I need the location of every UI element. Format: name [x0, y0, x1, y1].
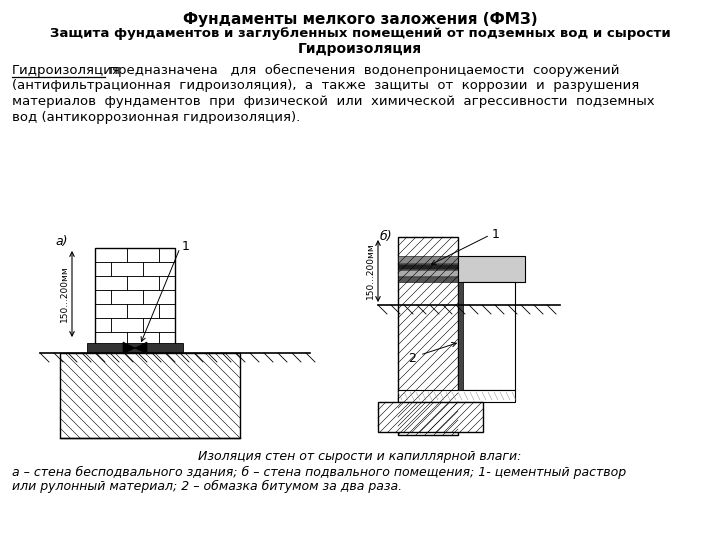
Text: а – стена бесподвального здания; б – стена подвального помещения; 1- цементный р: а – стена бесподвального здания; б – сте… — [12, 466, 626, 479]
Text: б): б) — [380, 230, 392, 243]
Text: 150...200мм: 150...200мм — [366, 242, 375, 299]
Bar — [127, 304, 159, 318]
Bar — [159, 332, 175, 346]
Bar — [127, 248, 159, 262]
Bar — [95, 248, 175, 348]
Bar — [462, 282, 515, 390]
Bar — [159, 304, 175, 318]
Bar — [143, 318, 175, 332]
Bar — [159, 248, 175, 262]
Bar — [398, 264, 525, 269]
Bar — [380, 404, 481, 430]
Bar — [95, 262, 111, 276]
Bar — [111, 318, 143, 332]
Bar — [458, 282, 463, 390]
Text: материалов  фундаментов  при  физической  или  химической  агрессивности  подзем: материалов фундаментов при физической ил… — [12, 95, 654, 108]
Bar — [95, 290, 111, 304]
Bar — [378, 402, 483, 432]
Bar — [95, 248, 127, 262]
Bar — [95, 318, 111, 332]
Text: а): а) — [55, 235, 68, 248]
Text: предназначена   для  обеспечения  водонепроницаемости  сооружений: предназначена для обеспечения водонепрон… — [105, 64, 619, 77]
Bar — [398, 256, 525, 263]
Bar — [95, 332, 127, 346]
Text: 1: 1 — [492, 227, 500, 240]
Bar — [398, 237, 458, 435]
Text: Гидроизоляция: Гидроизоляция — [12, 64, 121, 77]
Text: или рулонный материал; 2 – обмазка битумом за два раза.: или рулонный материал; 2 – обмазка битум… — [12, 480, 402, 493]
Bar — [398, 390, 515, 402]
Bar — [111, 346, 143, 348]
Bar — [398, 270, 525, 276]
Bar — [111, 290, 143, 304]
Text: Фундаменты мелкого заложения (ФМЗ): Фундаменты мелкого заложения (ФМЗ) — [183, 12, 537, 27]
Text: Защита фундаментов и заглубленных помещений от подземных вод и сырости: Защита фундаментов и заглубленных помеще… — [50, 27, 670, 40]
Bar — [111, 262, 143, 276]
Bar — [127, 276, 159, 290]
Bar — [87, 343, 183, 353]
Text: вод (антикоррозионная гидроизоляция).: вод (антикоррозионная гидроизоляция). — [12, 111, 300, 124]
Text: Гидроизоляция: Гидроизоляция — [298, 42, 422, 56]
Bar — [95, 304, 127, 318]
Bar — [398, 277, 525, 282]
Polygon shape — [123, 342, 147, 354]
Bar — [143, 346, 175, 348]
Text: 2: 2 — [408, 352, 416, 365]
Bar — [159, 276, 175, 290]
Bar — [64, 357, 236, 428]
Bar — [127, 332, 159, 346]
Bar — [95, 276, 127, 290]
Text: (антифильтрационная  гидроизоляция),  а  также  защиты  от  коррозии  и  разруше: (антифильтрационная гидроизоляция), а та… — [12, 79, 639, 92]
Bar — [143, 262, 175, 276]
Bar — [95, 346, 111, 348]
Text: 1: 1 — [182, 240, 190, 253]
Text: 150...200мм: 150...200мм — [60, 266, 69, 322]
Text: Изоляция стен от сырости и капиллярной влаги:: Изоляция стен от сырости и капиллярной в… — [198, 450, 522, 463]
Bar — [60, 353, 240, 438]
Bar — [143, 290, 175, 304]
Bar — [458, 256, 525, 282]
Bar — [401, 240, 455, 432]
